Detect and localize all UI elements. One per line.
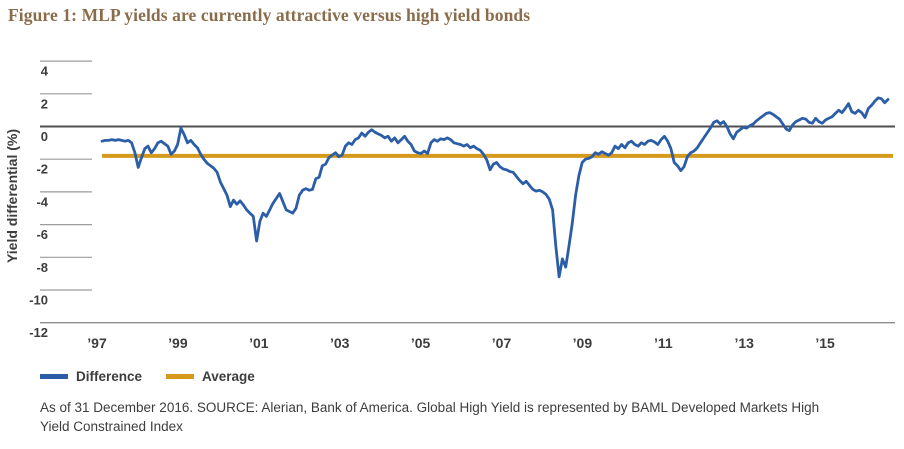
source-footnote: As of 31 December 2016. SOURCE: Alerian,… — [40, 400, 820, 434]
x-tick-label: ’97 — [87, 335, 107, 351]
x-tick-label: ’05 — [411, 335, 431, 351]
y-tick-label: -10 — [29, 293, 48, 308]
legend-label-difference: Difference — [76, 369, 143, 384]
x-tick-label: ’13 — [734, 335, 754, 351]
y-tick-label: 0 — [41, 129, 48, 144]
x-tick-label: ’07 — [492, 335, 512, 351]
y-tick-label: 2 — [41, 96, 48, 111]
figure-title: Figure 1: MLP yields are currently attra… — [8, 5, 531, 25]
y-tick-label: -6 — [36, 227, 48, 242]
chart-legend: Difference Average — [40, 369, 255, 384]
y-tick-label: -12 — [29, 325, 48, 340]
y-axis-title: Yield differential (%) — [4, 129, 20, 263]
difference-line-swatch — [40, 374, 68, 379]
y-tick-label: -8 — [36, 260, 48, 275]
yield-differential-chart: 4 2 0 -2 -4 -6 -8 -10 -12 Yield differential (%) ’… — [4, 60, 895, 351]
average-line-swatch — [166, 374, 195, 379]
x-tick-label: ’01 — [249, 335, 269, 351]
x-tick-label: ’99 — [168, 335, 188, 351]
y-tick-label: 4 — [41, 64, 49, 79]
x-tick-label: ’15 — [815, 335, 835, 351]
x-tick-label: ’11 — [654, 335, 673, 351]
legend-item-difference: Difference — [40, 369, 142, 384]
y-tick-label: -4 — [36, 194, 48, 209]
y-tick-label: -2 — [36, 162, 48, 177]
x-tick-label: ’03 — [330, 335, 350, 351]
x-tick-label: ’09 — [573, 335, 593, 351]
legend-item-average: Average — [166, 369, 255, 384]
legend-label-average: Average — [202, 369, 255, 384]
difference-line — [100, 96, 890, 279]
